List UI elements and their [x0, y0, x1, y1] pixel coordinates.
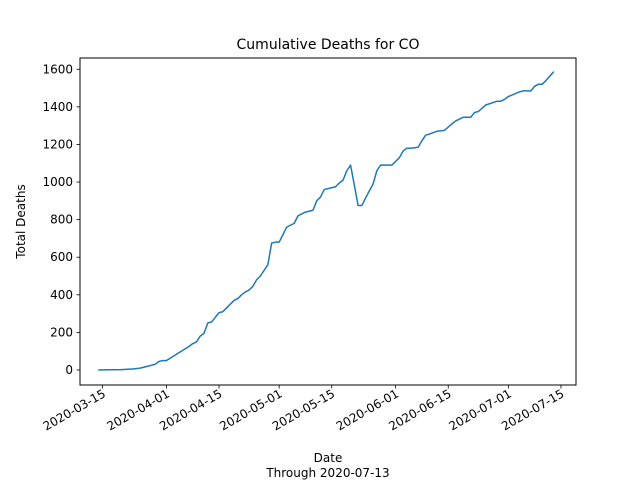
series-layer: [98, 71, 555, 371]
y-tick-label: 1600: [42, 62, 73, 76]
y-tick-label: 600: [50, 250, 73, 264]
chart-title: Cumulative Deaths for CO: [237, 37, 420, 53]
y-axis: 0 200 400 600 800 1000 1200 1400 1600: [42, 62, 80, 377]
x-axis-title: Date: [314, 451, 343, 465]
y-tick-label: 200: [50, 325, 73, 339]
y-tick-label: 1000: [42, 175, 73, 189]
series-line: [98, 71, 555, 371]
y-tick-label: 800: [50, 213, 73, 227]
y-tick-label: 1400: [42, 100, 73, 114]
y-axis-title: Total Deaths: [14, 184, 28, 259]
y-tick-label: 400: [50, 288, 73, 302]
x-axis-subtitle: Through 2020-07-13: [265, 466, 389, 480]
plot-frame: [79, 57, 577, 386]
y-tick-label: 0: [65, 363, 73, 377]
y-tick-label: 1200: [42, 137, 73, 151]
